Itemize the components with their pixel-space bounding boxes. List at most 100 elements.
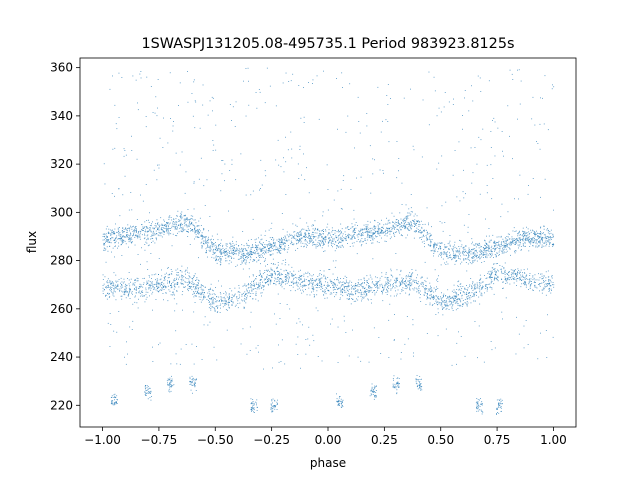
data-point [425,229,427,231]
data-point [193,291,194,293]
data-point [271,239,272,240]
data-point [345,239,347,241]
data-point [377,231,379,233]
data-point [332,282,334,283]
data-point [289,277,290,279]
data-point [180,283,182,285]
data-point [342,240,344,242]
data-point [117,285,119,287]
data-point [280,166,282,168]
data-point [343,287,345,289]
data-point [402,282,404,283]
data-point [549,280,551,282]
data-point [196,277,198,278]
data-point [484,250,486,251]
data-point [105,237,106,239]
data-point [189,288,191,289]
data-point [480,287,482,289]
data-point [161,289,163,291]
data-point [487,273,489,274]
data-point [323,238,325,239]
data-point [300,278,302,280]
data-point [179,164,181,166]
data-point [404,226,406,228]
data-point [552,246,554,247]
data-points [102,67,555,415]
data-point [353,288,355,290]
data-point [310,241,312,242]
data-point [333,234,335,236]
data-point [351,294,353,296]
data-point [212,302,214,304]
data-point [313,288,315,290]
data-point [486,243,487,244]
data-point [405,225,407,227]
data-point [496,252,498,254]
data-point [351,223,353,225]
data-point [103,242,105,244]
data-point [246,256,247,258]
data-point [201,241,203,243]
data-point [400,270,402,272]
data-point [409,229,411,231]
data-point [398,231,400,233]
data-point [528,231,530,233]
data-point [323,238,325,240]
data-point [453,296,455,298]
data-point [404,225,406,227]
data-point [407,234,408,236]
data-point [368,283,369,284]
data-point [305,289,306,290]
data-point [247,252,248,254]
data-point [316,243,318,245]
data-point [302,286,303,288]
data-point [401,280,402,282]
data-point [385,272,387,274]
data-point [122,235,124,236]
data-point [313,237,314,239]
data-point [494,245,496,247]
data-point [400,229,402,231]
data-point [148,280,150,282]
data-point [243,245,245,247]
data-point [285,242,286,244]
data-point [284,264,286,266]
data-point [452,258,454,260]
data-point [359,241,361,243]
data-point [294,234,296,236]
data-point [192,282,194,284]
data-point [494,278,495,279]
data-point [122,239,124,240]
data-point [225,300,227,302]
data-point [541,236,543,238]
data-point [257,259,259,261]
data-point [143,238,145,240]
data-point [172,223,174,225]
data-point [434,250,436,251]
data-point [230,255,232,257]
data-point [111,193,113,194]
data-point [338,229,339,231]
data-point [244,248,246,249]
data-point [408,222,410,224]
data-point [311,279,313,281]
data-point [127,295,129,297]
data-point [194,288,196,290]
data-point [363,282,365,284]
data-point [253,285,255,286]
data-point [194,273,196,275]
data-point [195,236,197,238]
data-point [276,249,277,250]
data-point [410,211,412,213]
data-point [201,245,203,246]
data-point [213,257,215,259]
data-point [530,241,532,243]
data-point [296,225,298,227]
data-point [146,220,148,221]
data-point [306,243,308,245]
data-point [120,235,122,237]
data-point [189,219,191,221]
data-point [125,228,126,230]
data-point [265,282,267,284]
data-point [545,294,547,296]
